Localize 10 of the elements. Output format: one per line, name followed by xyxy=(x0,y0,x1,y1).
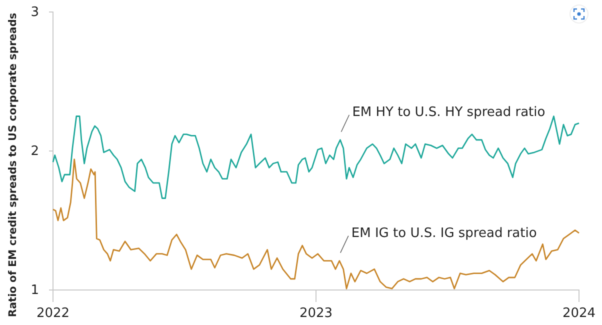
x-tick-label: 2023 xyxy=(299,306,333,322)
x-tick-label: 2024 xyxy=(562,306,596,322)
annotation: EM IG to U.S. IG spread ratio xyxy=(351,226,537,241)
y-tick-label: 2 xyxy=(30,144,39,160)
annotation: EM HY to U.S. HY spread ratio xyxy=(352,104,546,120)
x-tick-label: 2022 xyxy=(36,306,70,322)
y-tick-label: 1 xyxy=(30,283,39,298)
y-axis-title: Ratio of EM credit spreads to US corporate spreads xyxy=(7,12,19,318)
y-tick-label: 3 xyxy=(30,5,39,20)
line-series xyxy=(52,158,580,290)
